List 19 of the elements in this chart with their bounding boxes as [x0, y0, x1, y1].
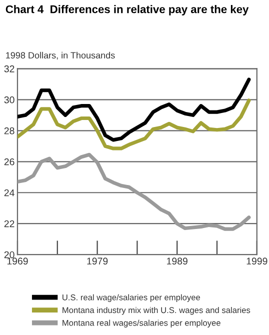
line-series [17, 98, 251, 150]
chart-title: Chart 4 Differences in relative pay are the key [6, 5, 249, 16]
legend-label: U.S. real wage/salaries per employee [62, 294, 200, 302]
y-tick-label: 22 [4, 220, 14, 228]
y-tick-label: 20 [4, 251, 14, 258]
line-series [17, 78, 251, 142]
y-tick-label: 26 [4, 158, 14, 166]
x-tick-label: 1969 [7, 258, 28, 265]
line-series [17, 152, 251, 231]
y-tick-label: 28 [4, 127, 14, 134]
legend-label: Montana industry mix with U.S. wages and salaries [62, 306, 250, 315]
x-tick-label: 1979 [87, 258, 108, 265]
y-tick-label: 24 [4, 189, 14, 196]
y-tick-label: 32 [4, 65, 14, 72]
x-tick-label: 1999 [246, 258, 268, 265]
y-axis-title: 1998 Dollars, in Thousands [6, 52, 115, 60]
legend-label: Montana real wages/salaries per employee [62, 320, 220, 328]
x-tick-label: 1989 [167, 258, 188, 265]
y-tick-label: 30 [4, 96, 14, 104]
